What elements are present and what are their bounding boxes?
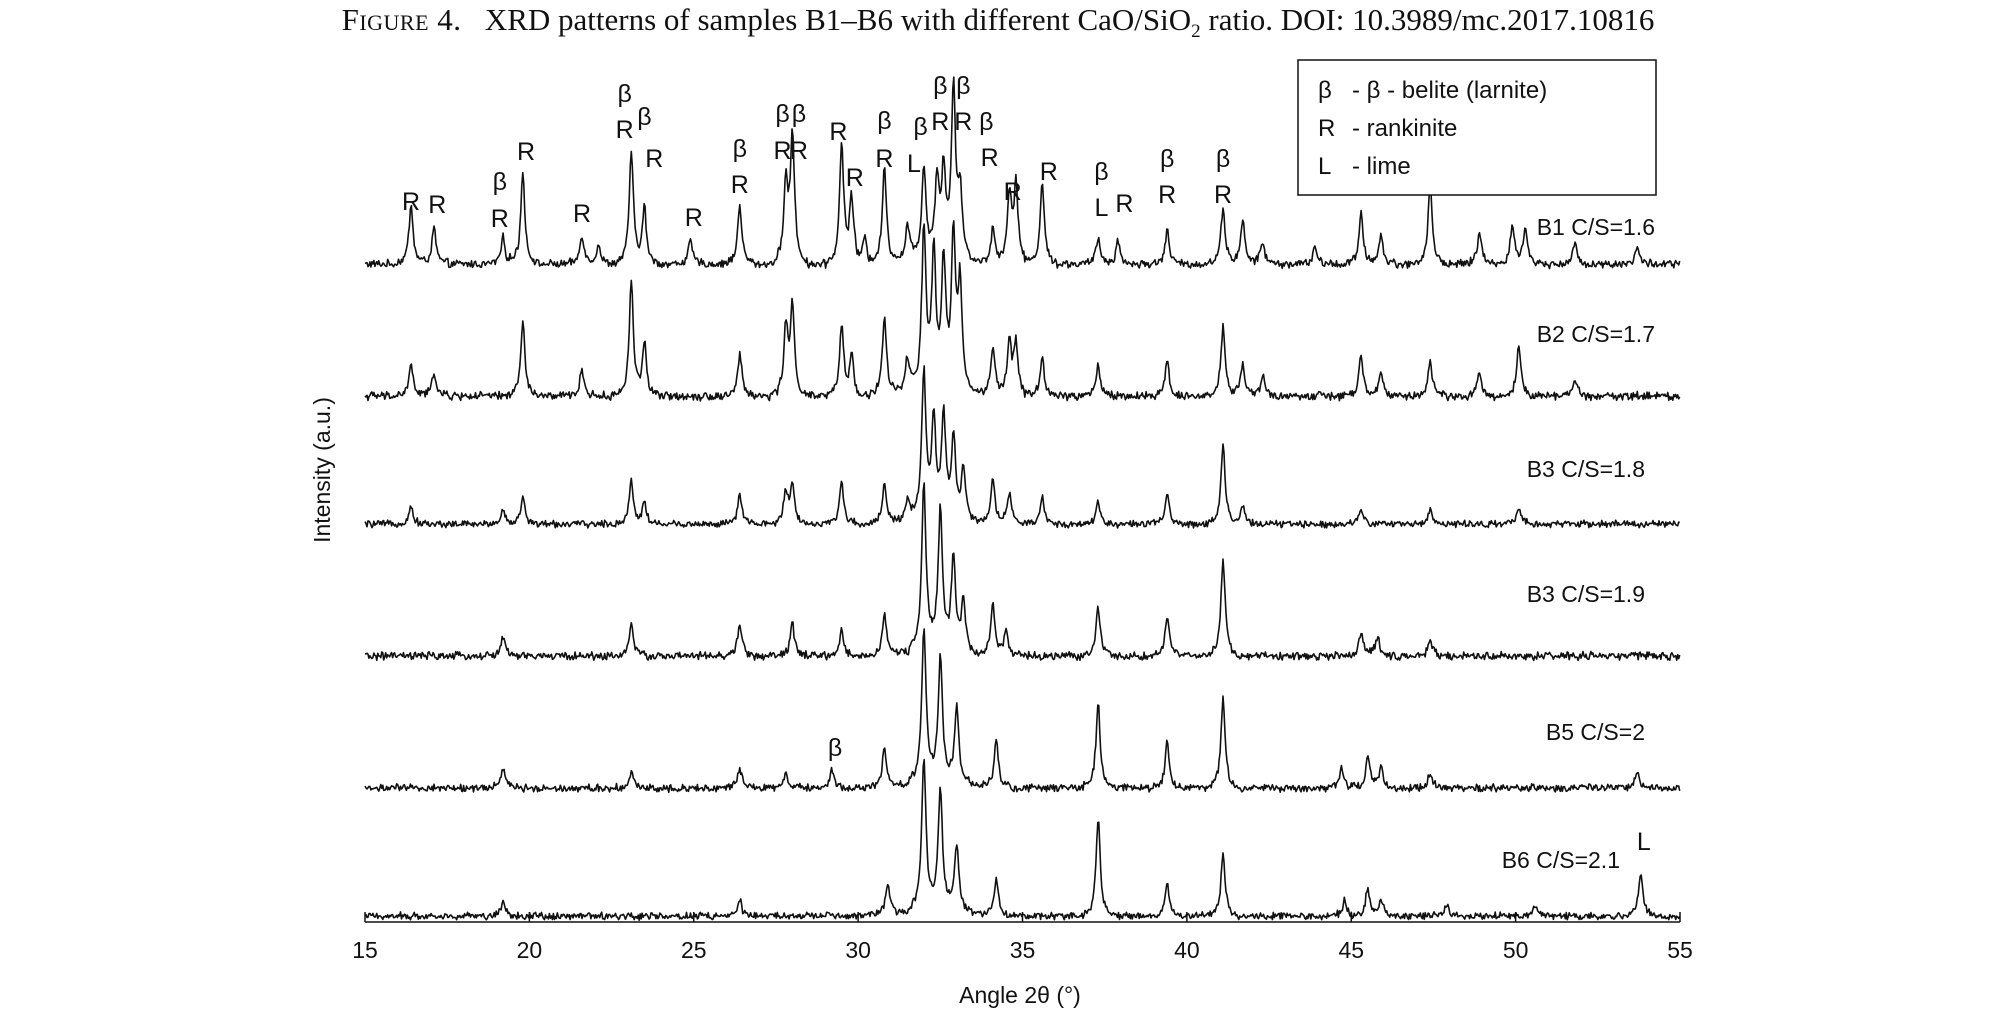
- x-tick-label: 30: [845, 937, 871, 963]
- peak-label: L: [907, 150, 921, 178]
- series-trace: [364, 365, 1681, 529]
- peak-label: R: [981, 144, 999, 172]
- x-tick-label: 35: [1010, 937, 1036, 963]
- legend-text: - β - belite (larnite): [1352, 77, 1547, 104]
- peak-label: R: [491, 205, 509, 233]
- peak-label: R: [402, 188, 420, 216]
- peak-label: R: [875, 145, 893, 173]
- series-label: B6 C/S=2.1: [1502, 847, 1620, 873]
- peak-label: β: [775, 100, 789, 128]
- peak-label: β: [956, 72, 970, 100]
- caption-text: XRD patterns of samples B1–B6 with diffe…: [484, 2, 1192, 37]
- peak-label: R: [931, 108, 949, 136]
- figure-caption: Figure 4. XRD patterns of samples B1–B6 …: [0, 2, 1996, 43]
- caption-subscript: 2: [1191, 21, 1201, 43]
- peak-label: β: [493, 168, 507, 196]
- x-tick-label: 15: [352, 937, 378, 963]
- peak-label: R: [790, 137, 808, 165]
- peak-label: R: [731, 171, 749, 199]
- peak-label: R: [773, 137, 791, 165]
- peak-label: R: [428, 191, 446, 219]
- peak-label: R: [954, 108, 972, 136]
- x-tick-label: 45: [1338, 937, 1364, 963]
- x-tick-label: 25: [681, 937, 707, 963]
- legend-symbol: β: [1318, 77, 1332, 104]
- peak-label: L: [1094, 194, 1108, 222]
- series-label: B1 C/S=1.6: [1537, 214, 1655, 240]
- series-label: B5 C/S=2: [1546, 719, 1645, 745]
- figure-number: Figure 4.: [341, 2, 462, 37]
- peak-label: L: [1637, 828, 1651, 856]
- legend-symbol: L: [1318, 153, 1331, 180]
- peak-label: β: [637, 103, 651, 131]
- series-trace: [364, 482, 1681, 662]
- peak-label: β: [979, 108, 993, 136]
- x-tick-label: 55: [1667, 937, 1693, 963]
- peak-label: β: [913, 113, 927, 141]
- peak-label: β: [877, 107, 891, 135]
- peak-label: R: [1214, 181, 1232, 209]
- peak-label: R: [573, 200, 591, 228]
- peak-label: R: [517, 138, 535, 166]
- peak-label: R: [616, 116, 634, 144]
- legend-text: - rankinite: [1352, 115, 1457, 142]
- peak-label: R: [1040, 158, 1058, 186]
- peak-label: β: [1094, 158, 1108, 186]
- series-label: B2 C/S=1.7: [1537, 321, 1655, 347]
- peak-label: R: [1004, 178, 1022, 206]
- peak-label: β: [1216, 145, 1230, 173]
- series-trace: [364, 76, 1681, 270]
- peak-label: R: [829, 118, 847, 146]
- x-axis-label: Angle 2θ (°): [959, 982, 1081, 1008]
- peak-label: β: [933, 72, 947, 100]
- series-trace: [364, 628, 1681, 794]
- series-trace: [364, 220, 1681, 402]
- legend: β - β - belite (larnite) R - rankinite L - li…: [1297, 59, 1657, 196]
- peak-label: R: [1115, 190, 1133, 218]
- pattern-traces: [364, 76, 1681, 922]
- peak-label: β: [828, 734, 842, 762]
- peak-label: R: [645, 145, 663, 173]
- x-axis: 15 20 25 30 35 40 45 50 55: [352, 912, 1693, 963]
- peak-label: R: [846, 164, 864, 192]
- peak-label: R: [1158, 181, 1176, 209]
- x-tick-label: 50: [1503, 937, 1529, 963]
- caption-text-end: ratio. DOI: 10.3989/mc.2017.10816: [1200, 2, 1655, 37]
- x-tick-label: 20: [517, 937, 543, 963]
- series-labels: B1 C/S=1.6 B2 C/S=1.7 B3 C/S=1.8 B3 C/S=1.9…: [1502, 214, 1655, 873]
- legend-symbol: R: [1318, 115, 1335, 142]
- peak-label: β: [618, 80, 632, 108]
- x-tick-label: 40: [1174, 937, 1200, 963]
- legend-box: [1297, 59, 1657, 196]
- series-trace: [364, 758, 1681, 922]
- peak-label: β: [1160, 145, 1174, 173]
- series-label: B3 C/S=1.8: [1527, 456, 1645, 482]
- series-label: B3 C/S=1.9: [1527, 581, 1645, 607]
- peak-label: β: [792, 100, 806, 128]
- legend-text: - lime: [1352, 153, 1411, 180]
- peak-label: β: [733, 135, 747, 163]
- peak-label: R: [685, 204, 703, 232]
- y-axis-label: Intensity (a.u.): [309, 397, 335, 543]
